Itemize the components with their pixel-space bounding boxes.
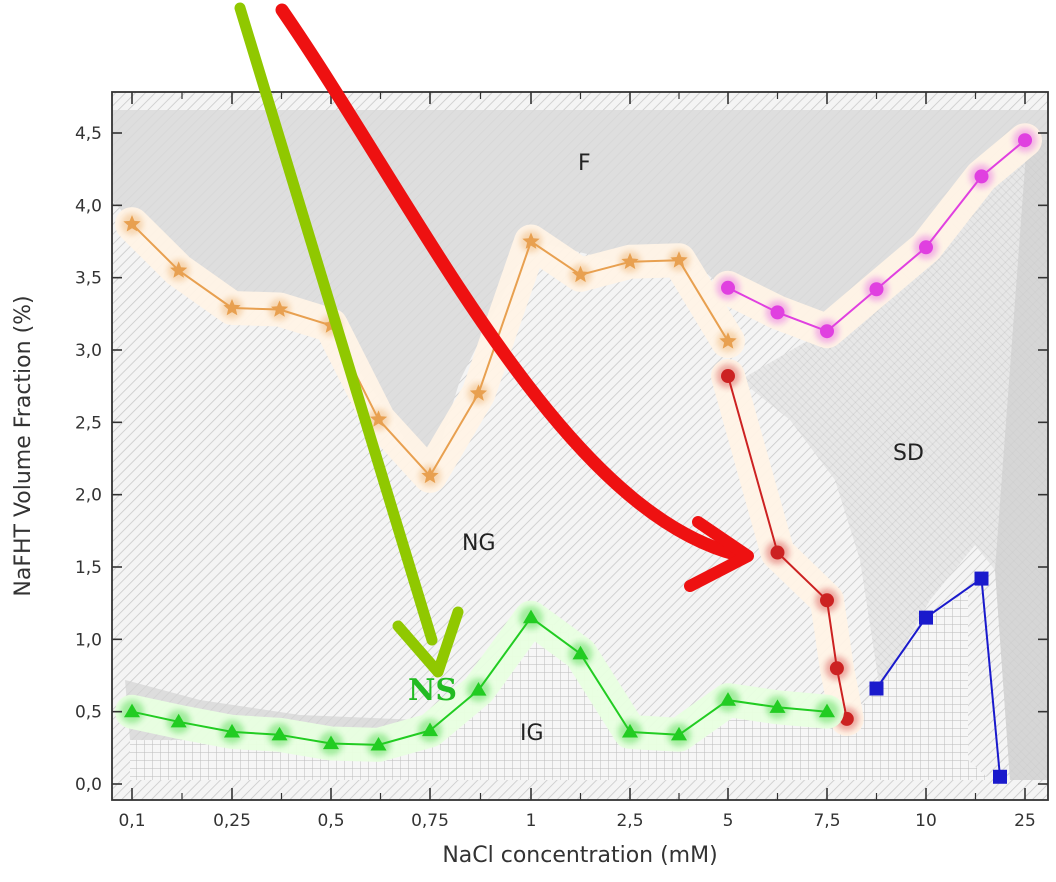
x-tick-label: 2,5 xyxy=(616,811,643,831)
x-tick-label: 1 xyxy=(526,811,537,831)
region-label-ig: IG xyxy=(520,721,544,746)
data-point-star xyxy=(223,299,241,316)
y-tick-label: 1,0 xyxy=(75,630,102,650)
series-2 xyxy=(711,123,1042,349)
y-tick-label: 2,5 xyxy=(75,413,102,433)
data-point-star xyxy=(421,466,439,484)
data-point-star xyxy=(271,300,289,317)
y-tick-label: 1,5 xyxy=(75,558,102,578)
data-point-triangle xyxy=(622,723,638,738)
y-axis: 0,0 0,5 1,0 1,5 2,0 2,5 3,0 3,5 4,0 4,5 xyxy=(75,124,1048,795)
data-point-circle xyxy=(974,169,989,184)
data-point-star xyxy=(170,261,188,278)
y-tick-label: 4,5 xyxy=(75,124,102,144)
series-0 xyxy=(115,207,745,493)
x-tick-label: 0,1 xyxy=(118,811,145,831)
data-point-star xyxy=(469,384,487,401)
green-arrow-shaft xyxy=(234,2,438,646)
series-line xyxy=(875,577,1001,777)
data-point-triangle xyxy=(422,722,438,737)
data-point-circle xyxy=(869,282,884,297)
data-point-triangle xyxy=(370,736,387,751)
y-tick-label: 2,0 xyxy=(75,486,102,506)
data-point-triangle xyxy=(124,703,140,718)
data-point-triangle xyxy=(470,681,487,696)
x-tick-label: 0,75 xyxy=(411,811,449,831)
data-point-circle xyxy=(721,280,735,295)
region-sd-right-grey xyxy=(995,140,1048,780)
series-1 xyxy=(711,359,864,736)
x-tick-label: 10 xyxy=(915,811,937,831)
x-tick-label: 25 xyxy=(1014,811,1036,831)
data-point-triangle xyxy=(170,713,187,728)
region-sd-dense-shading xyxy=(740,140,1048,780)
region-label-sd: SD xyxy=(893,441,924,466)
data-point-triangle xyxy=(769,699,786,713)
green-arrowhead xyxy=(392,606,464,678)
y-tick-label: 3,5 xyxy=(75,269,102,289)
red-arrowhead xyxy=(684,516,754,592)
series-layer xyxy=(115,123,1042,784)
y-axis-title: NaFHT Volume Fraction (%) xyxy=(11,295,36,596)
data-point-circle xyxy=(770,305,785,320)
data-point-star xyxy=(370,410,388,427)
data-point-triangle xyxy=(271,726,288,741)
data-point-triangle xyxy=(720,692,736,706)
data-point-triangle xyxy=(323,735,339,750)
data-point-star xyxy=(571,265,590,283)
data-point-triangle xyxy=(819,703,835,718)
data-point-star xyxy=(670,251,688,268)
data-point-square xyxy=(869,681,884,696)
data-point-star xyxy=(123,215,141,232)
data-point-star xyxy=(522,232,540,249)
x-tick-label: 5 xyxy=(723,811,734,831)
data-point-square xyxy=(974,571,989,586)
data-point-circle xyxy=(919,240,933,255)
series-4 xyxy=(869,571,1007,784)
region-label-ng: NG xyxy=(462,531,496,556)
x-tick-label: 7,5 xyxy=(813,811,840,831)
data-point-square xyxy=(993,769,1007,784)
x-tick-label: 0,5 xyxy=(317,811,344,831)
data-point-circle xyxy=(820,324,834,339)
x-axis-title: NaCl concentration (mM) xyxy=(442,843,717,868)
data-point-star xyxy=(621,252,639,269)
data-point-triangle xyxy=(523,609,539,624)
data-point-star xyxy=(719,332,737,349)
region-ig-grid xyxy=(130,590,990,780)
data-point-circle xyxy=(1018,133,1032,148)
ns-annotation: NS xyxy=(408,673,457,708)
y-tick-label: 0,0 xyxy=(75,775,102,795)
y-tick-label: 0,5 xyxy=(75,703,102,723)
data-point-circle xyxy=(820,593,834,608)
data-point-circle xyxy=(770,545,785,560)
data-point-triangle xyxy=(224,723,240,738)
data-point-circle xyxy=(829,661,844,676)
series-3 xyxy=(115,600,844,762)
region-label-f: F xyxy=(578,151,591,176)
red-arrow-shaft xyxy=(275,3,745,562)
x-tick-label: 0,25 xyxy=(213,811,251,831)
data-point-triangle xyxy=(572,645,589,660)
data-point-circle xyxy=(721,369,735,384)
y-tick-label: 4,0 xyxy=(75,196,102,216)
data-point-square xyxy=(919,610,933,625)
region-f-shading xyxy=(112,110,1048,478)
y-tick-label: 3,0 xyxy=(75,341,102,361)
x-axis: 0,1 0,25 0,5 0,75 1 2,5 5 7,5 10 25 xyxy=(118,92,1036,831)
data-point-triangle xyxy=(671,726,687,741)
